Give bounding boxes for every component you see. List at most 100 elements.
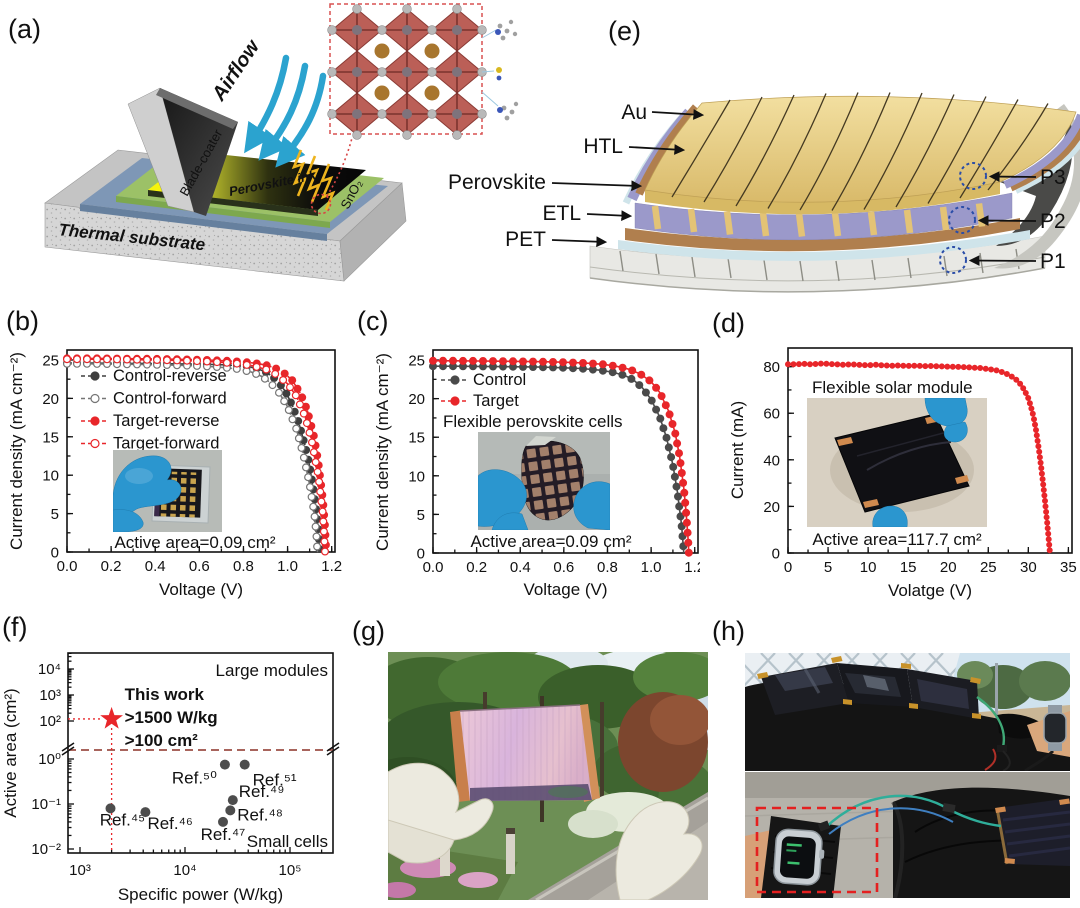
- p2-label: P2: [1040, 210, 1066, 233]
- y-axis-label: Current density (mA cm⁻²): [373, 353, 392, 551]
- svg-text:0: 0: [784, 559, 792, 576]
- panel-e-label: (e): [608, 16, 641, 46]
- p1-circle: [939, 246, 967, 274]
- ref-point: Ref.⁴⁸: [225, 805, 283, 824]
- htl-label: HTL: [583, 135, 623, 158]
- svg-text:1.2: 1.2: [684, 559, 700, 576]
- perovskite-band: [634, 192, 1013, 241]
- pet-label: PET: [505, 228, 546, 251]
- panel-b-label: (b): [6, 306, 39, 336]
- series-flexible-solar-module: [784, 360, 1053, 554]
- svg-text:10²: 10²: [39, 713, 61, 730]
- highlight-dashed-box: [755, 806, 879, 894]
- ref-label: Ref.⁴⁷: [201, 825, 246, 844]
- au-label: Au: [621, 101, 647, 124]
- svg-text:0.0: 0.0: [423, 559, 444, 576]
- svg-text:40: 40: [763, 452, 780, 469]
- svg-text:15: 15: [408, 430, 425, 447]
- svg-text:20: 20: [763, 499, 780, 516]
- panel-e-schematic: Au HTL Perovskite ETL PET P3 P2 P1: [448, 92, 1080, 293]
- svg-text:35: 35: [1060, 559, 1077, 576]
- series-target-forward: [62, 355, 330, 556]
- region-label-small-cells: Small cells: [247, 832, 328, 851]
- pet-sheet: [589, 235, 1046, 293]
- etl-band: [618, 230, 1030, 261]
- plot-frame: [787, 347, 1073, 554]
- legend-label: Target-reverse: [113, 412, 219, 430]
- svg-text:1.2: 1.2: [321, 558, 342, 575]
- panel-d: 0 5 10 15 20 25 30 35 0 20 40 60 80 Volatge (V) Curren…: [700, 300, 1080, 608]
- legend-label: Control-reverse: [113, 367, 227, 385]
- plot-c: 0.0 0.2 0.4 0.6 0.8 1.0 1.2 0 5 10 15 20 25 Voltage (…: [373, 349, 700, 599]
- etl-label: ETL: [542, 202, 581, 225]
- scribe-annotations: P3 P2 P1: [939, 162, 1066, 274]
- panel-f: 10³ 10⁴ 10⁵ 10⁴ 10³ 10² 10⁰ 10⁻¹ 10⁻² Specific po…: [0, 610, 355, 908]
- heat-bolts-icon: [291, 149, 336, 211]
- svg-text:60: 60: [763, 406, 780, 423]
- panel-h-photo-bottom: [745, 772, 1070, 898]
- panel-g-label: (g): [352, 616, 385, 646]
- this-work-star: [100, 706, 123, 729]
- active-area-annotation: Active area=117.7 cm²: [812, 530, 982, 549]
- panel-d-label: (d): [712, 308, 745, 338]
- chart-c: 0.0 0.2 0.4 0.6 0.8 1.0 1.2 0 5 10 15 20 25 Voltage (…: [373, 349, 700, 599]
- svg-text:10: 10: [408, 468, 425, 485]
- x-axis-label: Voltage (V): [523, 580, 607, 599]
- svg-text:10⁻²: 10⁻²: [31, 841, 61, 858]
- glove: [478, 469, 610, 530]
- airflow-arrows: [244, 54, 327, 168]
- svg-text:0.6: 0.6: [189, 558, 210, 575]
- ref-label: Ref.⁴⁵: [100, 810, 146, 829]
- bent-edge-layers: [1003, 113, 1080, 194]
- svg-text:20: 20: [42, 391, 59, 408]
- axis-break-marks: [61, 742, 340, 756]
- svg-text:25: 25: [42, 352, 59, 369]
- svg-text:20: 20: [940, 559, 957, 576]
- svg-text:0.6: 0.6: [553, 559, 574, 576]
- panel-h-photo-top: [745, 653, 1070, 771]
- chart-subtitle: Flexible perovskite cells: [443, 412, 623, 431]
- held-module: [450, 704, 600, 802]
- svg-text:0.8: 0.8: [233, 558, 254, 575]
- tape-marks: [757, 656, 981, 719]
- ref-label: Ref.⁴⁸: [237, 805, 283, 824]
- svg-text:15: 15: [42, 429, 59, 446]
- svg-text:0.2: 0.2: [466, 559, 487, 576]
- plot-frame: [67, 652, 334, 854]
- legend: Control-reverse Control-forward Target-rev…: [81, 367, 227, 453]
- layer-annotations: Au HTL Perovskite ETL PET: [448, 101, 705, 251]
- b-site-cations: [352, 25, 462, 119]
- ref-point: Ref.⁵⁰: [172, 759, 230, 788]
- svg-text:0: 0: [51, 545, 59, 562]
- svg-text:0: 0: [417, 546, 425, 563]
- chart-f: 10³ 10⁴ 10⁵ 10⁴ 10³ 10² 10⁰ 10⁻¹ 10⁻² Specific po…: [1, 652, 340, 904]
- svg-text:20: 20: [408, 391, 425, 408]
- y-axis-label: Current density (mA cm⁻²): [7, 352, 26, 550]
- ref-label: Ref.⁴⁶: [147, 814, 192, 833]
- panel-c-inset-photo: [478, 432, 610, 530]
- p3-label: P3: [1040, 166, 1066, 189]
- panel-c: 0.0 0.2 0.4 0.6 0.8 1.0 1.2 0 5 10 15 20 25 Voltage (…: [355, 300, 700, 608]
- panel-a-schematic: Blade-coater Airflow Perovskite ink SnO₂…: [44, 3, 519, 282]
- panel-g-photo: [388, 652, 708, 900]
- svg-text:10⁰: 10⁰: [38, 751, 61, 768]
- panel-f-label: (f): [2, 612, 28, 642]
- svg-text:0.4: 0.4: [145, 558, 166, 575]
- sleeve-module: [995, 798, 1070, 866]
- plot-frame: [432, 349, 699, 554]
- wires: [817, 794, 1002, 835]
- svg-text:25: 25: [408, 353, 425, 370]
- glove: [113, 455, 182, 532]
- zoom-connector: [326, 137, 353, 197]
- svg-text:5: 5: [824, 559, 832, 576]
- svg-text:10: 10: [42, 468, 59, 485]
- svg-text:0.8: 0.8: [597, 559, 618, 576]
- svg-text:10⁻¹: 10⁻¹: [31, 796, 61, 813]
- chart-subtitle: Flexible solar module: [812, 378, 973, 397]
- ref-label: Ref.⁵¹: [253, 771, 297, 790]
- svg-text:1.0: 1.0: [641, 559, 662, 576]
- svg-text:0.2: 0.2: [101, 558, 122, 575]
- p2-circle: [948, 206, 976, 234]
- arm-watch: [745, 816, 841, 898]
- ticks: [432, 359, 696, 554]
